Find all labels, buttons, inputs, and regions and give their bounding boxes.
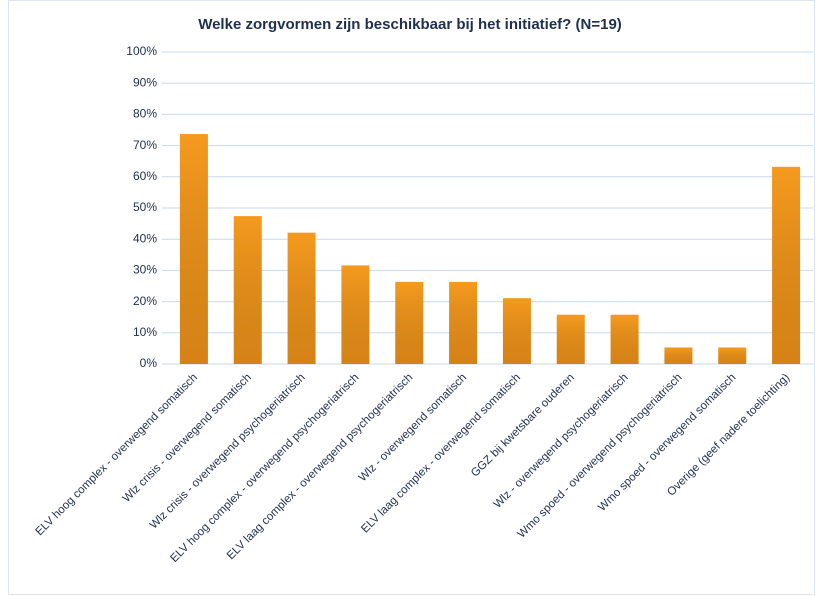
x-tick-label: ELV hoog complex - overwegend psychogeri… bbox=[168, 372, 361, 565]
bar-shade bbox=[772, 166, 801, 364]
bar-shade bbox=[287, 232, 316, 364]
y-tick-label: 90% bbox=[133, 75, 157, 89]
y-tick-label: 20% bbox=[133, 294, 157, 308]
y-tick-label: 100% bbox=[126, 44, 157, 58]
x-tick-label: GGZ bij kwetsbare ouderen bbox=[469, 372, 577, 480]
bar-shade bbox=[179, 134, 208, 364]
y-tick-label: 50% bbox=[133, 200, 157, 214]
bar-shade bbox=[664, 347, 693, 364]
bar-shade bbox=[556, 314, 585, 364]
chart-frame bbox=[8, 0, 815, 595]
bar-shade bbox=[341, 265, 370, 364]
x-tick-label: Wlz - overwegend somatisch bbox=[357, 372, 469, 484]
chart-title: Welke zorgvormen zijn beschikbaar bij he… bbox=[198, 16, 622, 33]
y-tick-label: 60% bbox=[133, 169, 157, 183]
y-tick-label: 40% bbox=[133, 231, 157, 245]
y-tick-label: 70% bbox=[133, 138, 157, 152]
bar-shade bbox=[233, 216, 262, 364]
bar-shade bbox=[449, 281, 478, 364]
bar-shade bbox=[502, 298, 531, 364]
x-tick-label: Overige (geef nadere toelichting) bbox=[665, 372, 792, 499]
bar-shade bbox=[610, 314, 639, 364]
y-tick-label: 30% bbox=[133, 263, 157, 277]
bar-shade bbox=[395, 281, 424, 364]
bar-shade bbox=[718, 347, 747, 364]
y-tick-label: 0% bbox=[140, 356, 158, 370]
y-tick-label: 10% bbox=[133, 325, 157, 339]
y-tick-label: 80% bbox=[133, 107, 157, 121]
x-tick-label: ELV laag complex - overwegend psychogeri… bbox=[225, 372, 415, 562]
